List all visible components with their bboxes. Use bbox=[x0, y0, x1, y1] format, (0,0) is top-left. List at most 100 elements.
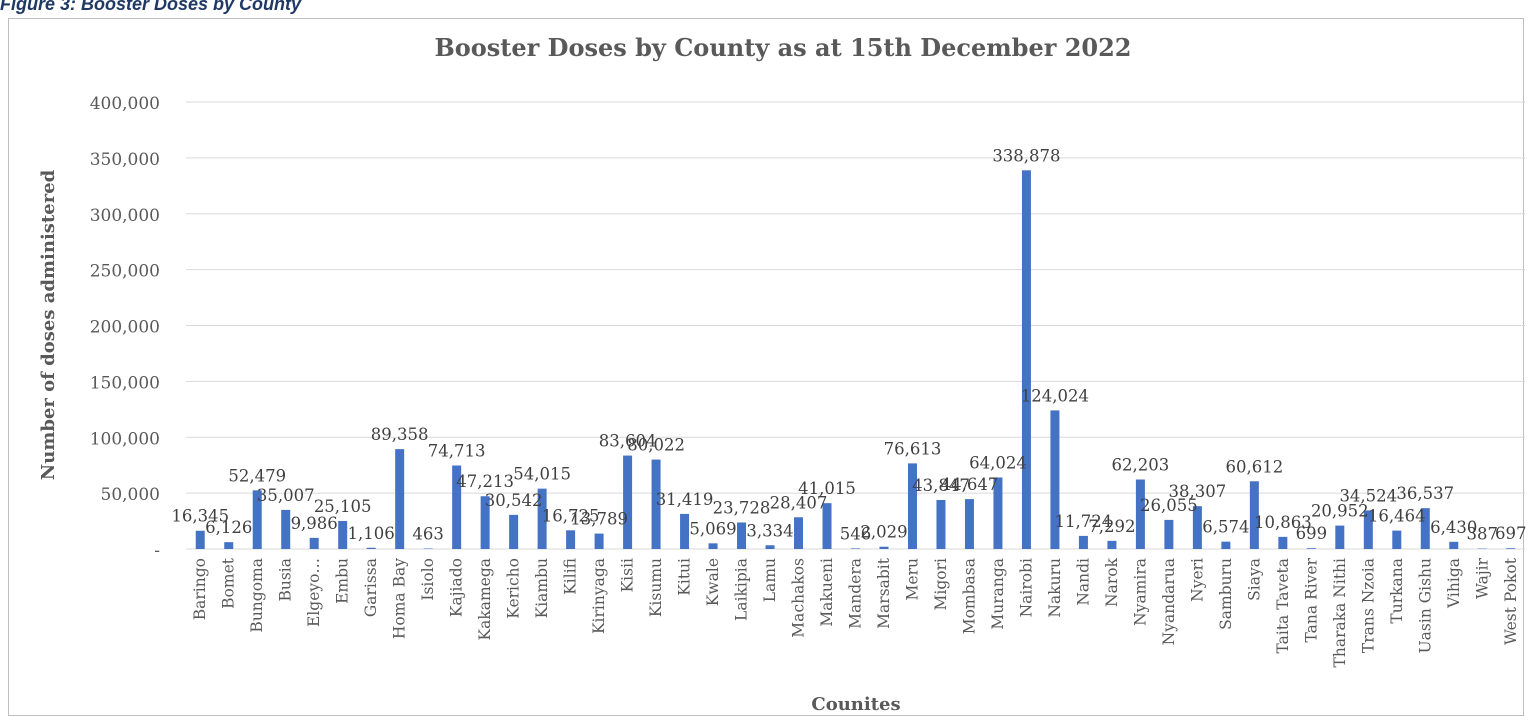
bar bbox=[1420, 508, 1430, 549]
x-tick-label: Elgeyo… bbox=[305, 558, 323, 627]
data-label: 7,292 bbox=[1088, 517, 1135, 536]
data-label: 41,015 bbox=[798, 479, 856, 498]
bar bbox=[1192, 506, 1202, 549]
data-label: 74,713 bbox=[428, 442, 486, 461]
x-tick-label: Busia bbox=[277, 558, 295, 602]
data-label: 54,015 bbox=[513, 465, 571, 484]
data-label: 6,430 bbox=[1430, 518, 1477, 537]
bar bbox=[395, 449, 405, 549]
x-tick-label: Nyamira bbox=[1131, 558, 1149, 626]
bar bbox=[1107, 540, 1117, 549]
data-label: 44,647 bbox=[941, 475, 999, 494]
bar bbox=[252, 490, 262, 549]
bar bbox=[1021, 170, 1031, 549]
data-label: 124,024 bbox=[1021, 386, 1089, 405]
bar bbox=[309, 537, 319, 549]
bar bbox=[964, 499, 974, 549]
x-tick-label: West Pokot bbox=[1502, 557, 1520, 645]
x-tick-label: Nyeri bbox=[1188, 558, 1206, 602]
bar bbox=[1249, 481, 1259, 549]
bar bbox=[1335, 525, 1345, 549]
x-tick-label: Kajiado bbox=[448, 558, 466, 617]
bar bbox=[1306, 548, 1316, 549]
x-tick-label: Taita Taveta bbox=[1274, 558, 1292, 654]
x-tick-label: Nandi bbox=[1074, 558, 1092, 606]
chart-title: Booster Doses by County as at 15th Decem… bbox=[434, 33, 1131, 62]
bar bbox=[993, 477, 1003, 549]
bar bbox=[822, 503, 832, 549]
x-tick-label: Tharaka Nithi bbox=[1331, 558, 1349, 668]
x-tick-label: Nakuru bbox=[1046, 558, 1064, 618]
bar bbox=[195, 530, 205, 549]
bar bbox=[1278, 536, 1288, 549]
data-label: 76,613 bbox=[884, 439, 942, 458]
data-label: 11,724 bbox=[1055, 512, 1113, 531]
x-tick-label: Homa Bay bbox=[391, 558, 409, 639]
x-tick-label: Turkana bbox=[1388, 558, 1406, 624]
x-tick-label: Kakamega bbox=[476, 558, 494, 641]
data-label: 89,358 bbox=[371, 425, 429, 444]
y-tick-label: 250,000 bbox=[90, 262, 160, 282]
data-label: 62,203 bbox=[1112, 455, 1170, 474]
data-label: 83,604 bbox=[599, 432, 657, 451]
x-tick-label: Machakos bbox=[790, 558, 808, 638]
data-label: 30,542 bbox=[485, 491, 543, 510]
x-tick-label: Meru bbox=[903, 558, 921, 600]
y-tick-label: 150,000 bbox=[90, 373, 160, 393]
data-label: 463 bbox=[412, 524, 444, 543]
data-label: 697 bbox=[1495, 524, 1527, 543]
x-tick-label: Bungoma bbox=[248, 558, 266, 633]
data-label: 80,022 bbox=[627, 436, 685, 455]
data-label: 6,126 bbox=[205, 518, 252, 537]
bar bbox=[623, 455, 633, 549]
bar bbox=[708, 543, 718, 549]
bar bbox=[1506, 548, 1516, 549]
data-label: 1,106 bbox=[348, 524, 395, 543]
x-tick-label: Laikipia bbox=[733, 558, 751, 621]
x-tick-label: Kiambu bbox=[533, 558, 551, 618]
bar bbox=[1392, 530, 1402, 549]
x-tick-label: Siaya bbox=[1245, 558, 1263, 601]
data-label: 16,464 bbox=[1368, 507, 1426, 526]
data-label: 38,307 bbox=[1169, 482, 1227, 501]
bar bbox=[281, 509, 291, 549]
x-tick-label: Nyandarua bbox=[1160, 558, 1178, 645]
data-label: 35,007 bbox=[257, 486, 315, 505]
bar bbox=[794, 517, 804, 549]
data-label: 25,105 bbox=[314, 497, 372, 516]
data-label: 52,479 bbox=[228, 466, 286, 485]
bars bbox=[195, 170, 1516, 549]
bar bbox=[509, 514, 519, 549]
bar bbox=[680, 513, 690, 549]
data-label: 6,574 bbox=[1202, 518, 1249, 537]
x-tick-label: Mombasa bbox=[960, 558, 978, 634]
data-label: 43,847 bbox=[912, 476, 970, 495]
x-tick-label: Lamu bbox=[761, 558, 779, 602]
x-tick-label: Embu bbox=[334, 558, 352, 604]
x-tick-label: Mandera bbox=[847, 558, 865, 629]
data-label: 31,419 bbox=[656, 490, 714, 509]
data-label: 20,952 bbox=[1311, 502, 1369, 521]
y-axis-title: Number of doses administered bbox=[38, 169, 59, 480]
bar bbox=[651, 459, 661, 549]
bar bbox=[423, 548, 433, 549]
bar bbox=[851, 548, 860, 549]
bar bbox=[1078, 535, 1088, 549]
bar bbox=[879, 546, 889, 549]
x-tick-label: Kisumu bbox=[647, 558, 665, 617]
data-label: 16,725 bbox=[542, 506, 600, 525]
bar bbox=[480, 496, 490, 549]
bar bbox=[338, 520, 348, 549]
x-tick-label: Samburu bbox=[1217, 558, 1235, 630]
x-axis-ticks: Baringo Bomet Bungoma Busia Elgeyo… Embu Garis… bbox=[191, 557, 1520, 667]
data-label: 13,789 bbox=[570, 510, 628, 529]
x-tick-label: Tana River bbox=[1302, 557, 1320, 642]
gridlines bbox=[186, 101, 1525, 550]
data-label: 26,055 bbox=[1140, 496, 1198, 515]
bar bbox=[737, 522, 747, 549]
bar bbox=[1363, 510, 1373, 549]
bar bbox=[594, 533, 604, 549]
data-label: 28,407 bbox=[770, 493, 828, 512]
